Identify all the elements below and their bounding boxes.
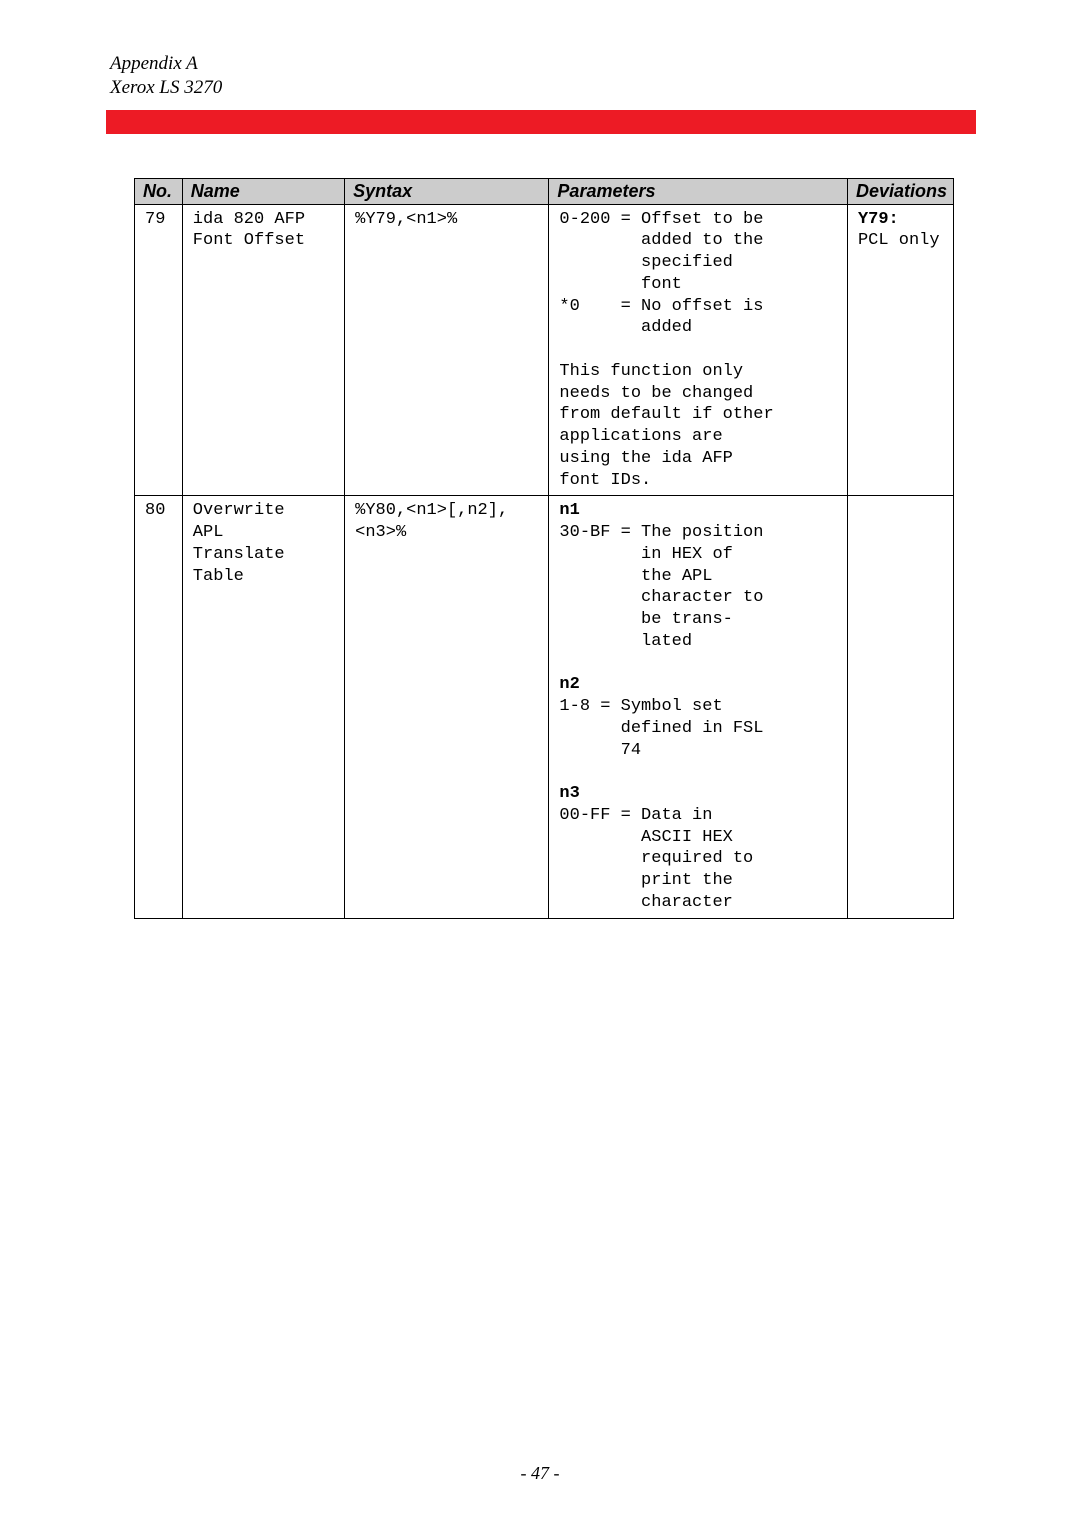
col-header-parameters: Parameters (549, 178, 848, 204)
param-n3-label: n3 (559, 784, 579, 803)
cell-syntax: %Y79,<n1>% (345, 204, 549, 496)
appendix-line-2: Xerox LS 3270 (110, 76, 970, 100)
appendix-line-1: Appendix A (110, 52, 970, 76)
cell-no: 79 (135, 204, 183, 496)
red-divider (106, 110, 976, 134)
deviation-text: PCL only (858, 231, 940, 250)
param-n3-body: 00-FF = Data in ASCII HEX required to pr… (559, 806, 753, 912)
col-header-deviations: Deviations (847, 178, 953, 204)
table-row: 80 Overwrite APL Translate Table %Y80,<n… (135, 496, 954, 918)
cell-deviations (847, 496, 953, 918)
page-number: - 47 - (0, 1463, 1080, 1484)
cell-name: ida 820 AFP Font Offset (182, 204, 344, 496)
function-table: No. Name Syntax Parameters Deviations 79… (134, 178, 954, 919)
page: Appendix A Xerox LS 3270 No. Name Syntax… (0, 0, 1080, 1528)
param-n2-label: n2 (559, 675, 579, 694)
deviation-code: Y79: (858, 210, 899, 229)
cell-name: Overwrite APL Translate Table (182, 496, 344, 918)
param-n1-label: n1 (559, 501, 579, 520)
col-header-syntax: Syntax (345, 178, 549, 204)
cell-no: 80 (135, 496, 183, 918)
col-header-name: Name (182, 178, 344, 204)
cell-deviations: Y79: PCL only (847, 204, 953, 496)
param-n1-body: 30-BF = The position in HEX of the APL c… (559, 523, 763, 651)
col-header-no: No. (135, 178, 183, 204)
table-row: 79 ida 820 AFP Font Offset %Y79,<n1>% 0-… (135, 204, 954, 496)
param-n2-body: 1-8 = Symbol set defined in FSL 74 (559, 697, 763, 760)
cell-parameters: n1 30-BF = The position in HEX of the AP… (549, 496, 848, 918)
table-header-row: No. Name Syntax Parameters Deviations (135, 178, 954, 204)
cell-parameters: 0-200 = Offset to be added to the specif… (549, 204, 848, 496)
cell-syntax: %Y80,<n1>[,n2], <n3>% (345, 496, 549, 918)
appendix-header: Appendix A Xerox LS 3270 (110, 52, 970, 100)
